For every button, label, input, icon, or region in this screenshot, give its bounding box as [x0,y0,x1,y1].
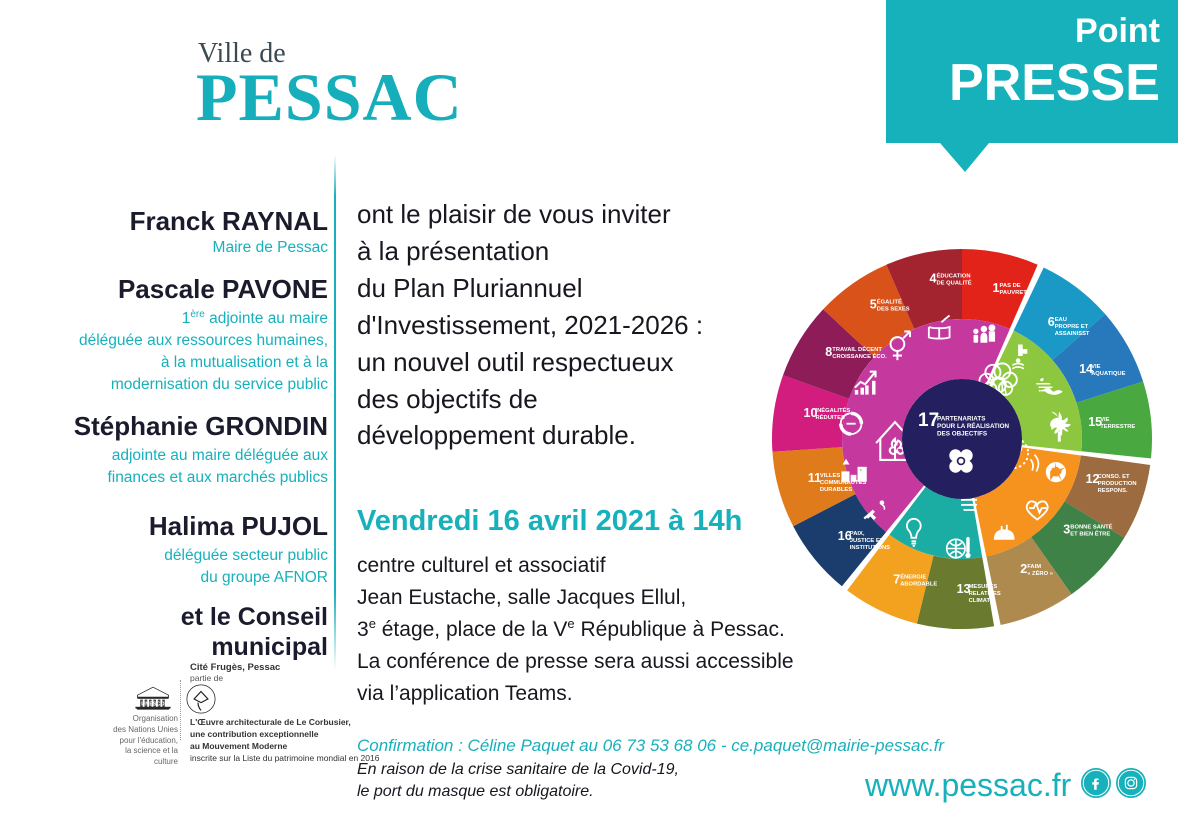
svg-text:CROISSANCE ÉCO.: CROISSANCE ÉCO. [832,352,887,360]
svg-text:5: 5 [870,297,877,311]
svg-text:PAUVRETÉ: PAUVRETÉ [1000,288,1031,296]
svg-text:VIE: VIE [1091,364,1100,370]
svg-text:PAS DE: PAS DE [1000,283,1021,289]
svg-text:« ZÉRO »: « ZÉRO » [1027,569,1053,577]
svg-text:RÉDUITES: RÉDUITES [816,413,845,421]
svg-text:BONNE SANTÉ: BONNE SANTÉ [1070,523,1112,531]
svg-text:FAIM: FAIM [1027,564,1041,570]
svg-text:6: 6 [1048,315,1055,329]
svg-text:17: 17 [918,410,939,431]
svg-text:INSTITUTIONS: INSTITUTIONS [850,545,890,551]
svg-text:ÉGALITÉ: ÉGALITÉ [877,297,902,305]
svg-text:INÉGALITÉS: INÉGALITÉS [816,406,851,414]
svg-text:ET BIEN ÊTRE: ET BIEN ÊTRE [1070,530,1110,538]
svg-text:EAU: EAU [1055,317,1067,323]
svg-text:DE QUALITÉ: DE QUALITÉ [937,278,972,286]
svg-text:TERRESTRE: TERRESTRE [1100,424,1135,430]
svg-text:3: 3 [1063,523,1070,537]
svg-text:7: 7 [893,573,900,587]
svg-text:PRODUCTION: PRODUCTION [1098,481,1137,487]
svg-text:4: 4 [930,271,937,285]
svg-text:PAIX,: PAIX, [850,531,865,537]
svg-text:TRAVAIL DÉCENT: TRAVAIL DÉCENT [832,345,882,353]
svg-text:1: 1 [993,281,1000,295]
svg-text:AQUATIQUE: AQUATIQUE [1091,371,1125,377]
svg-text:CLIMAT: CLIMAT [969,598,991,604]
svg-text:DES OBJECTIFS: DES OBJECTIFS [937,431,987,438]
svg-text:8: 8 [825,345,832,359]
svg-text:RESPONS.: RESPONS. [1098,488,1128,494]
svg-text:ÉDUCATION: ÉDUCATION [937,271,971,279]
svg-text:COMMUNAUTÉS: COMMUNAUTÉS [820,478,867,486]
svg-text:CONSO. ET: CONSO. ET [1098,474,1130,480]
svg-text:PROPRE ET: PROPRE ET [1055,324,1089,330]
svg-text:VIE: VIE [1100,417,1109,423]
svg-text:DES SEXES: DES SEXES [877,306,910,312]
svg-text:VILLES ET: VILLES ET [820,473,850,479]
svg-text:JUSTICE ET: JUSTICE ET [850,538,884,544]
svg-text:DURABLES: DURABLES [820,487,852,493]
svg-text:2: 2 [1020,562,1027,576]
svg-text:MESURES: MESURES [969,584,998,590]
svg-text:RELATIVES: RELATIVES [969,591,1001,597]
svg-text:ABORDABLE: ABORDABLE [900,582,937,588]
svg-text:POUR LA RÉALISATION: POUR LA RÉALISATION [937,421,1010,430]
svg-text:ÉNERGIE: ÉNERGIE [900,573,926,581]
svg-text:PARTENARIATS: PARTENARIATS [937,416,985,423]
svg-text:ASSAINISST: ASSAINISST [1055,331,1090,337]
